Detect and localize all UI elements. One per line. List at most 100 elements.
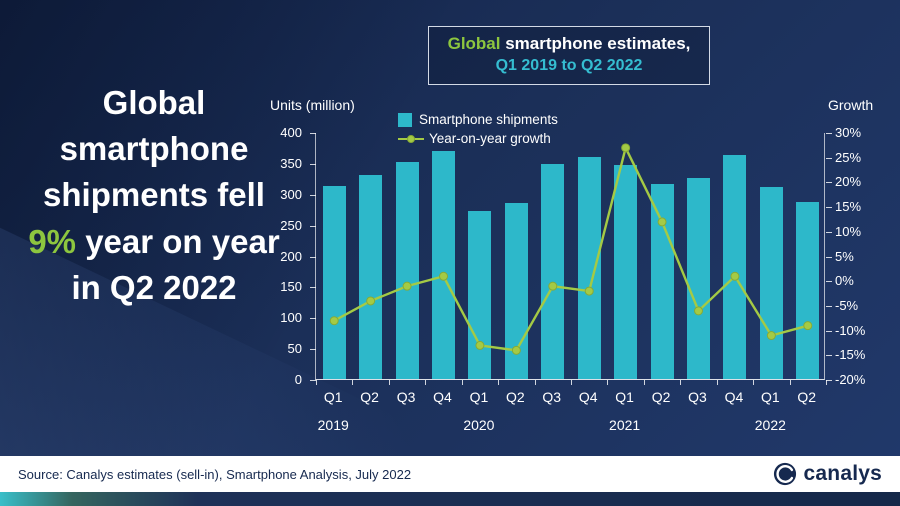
right-axis-tick	[826, 133, 832, 134]
legend-item-growth: Year-on-year growth	[398, 129, 558, 148]
left-axis-tick-label: 100	[280, 310, 302, 326]
right-axis-tick-label: 20%	[835, 174, 862, 190]
chart-legend: Smartphone shipments Year-on-year growth	[398, 110, 558, 148]
canalys-brand: canalys	[773, 462, 882, 486]
source-text: Source: Canalys estimates (sell-in), Sma…	[18, 466, 412, 482]
quarter-label: Q1	[761, 389, 780, 405]
right-axis-tick	[826, 157, 832, 159]
canalys-brand-name: canalys	[803, 462, 882, 485]
left-axis-tick	[310, 287, 316, 289]
chart-title-word-global: Global	[447, 34, 501, 53]
left-axis-tick-label: 350	[280, 155, 302, 171]
quarter-label: Q2	[506, 389, 525, 405]
chart-title-line2: Q1 2019 to Q2 2022	[495, 57, 643, 74]
bar-Q3-2	[395, 161, 419, 379]
bar-Q2-1	[359, 174, 383, 379]
quarter-label: Q1	[469, 389, 489, 405]
left-axis-tick	[310, 194, 316, 196]
left-axis-tick	[310, 256, 316, 258]
left-axis-tick	[310, 133, 316, 134]
right-axis-tick-label: 30%	[835, 125, 862, 140]
headline: Global smartphone shipments fell 9% year…	[28, 80, 280, 311]
x-axis-tick	[498, 380, 500, 385]
x-axis-tick	[789, 380, 791, 385]
right-axis-tick	[826, 355, 832, 357]
right-axis-tick-label: 10%	[835, 223, 862, 239]
legend-item-shipments: Smartphone shipments	[398, 110, 558, 129]
right-axis-tick	[826, 231, 832, 233]
right-axis-tick	[826, 330, 832, 332]
quarter-label: Q3	[688, 389, 707, 405]
x-axis-tick	[316, 380, 317, 385]
x-axis-tick	[388, 380, 390, 385]
right-axis-tick-label: 15%	[835, 199, 862, 215]
bar-Q2-9	[650, 183, 674, 379]
right-axis-tick	[826, 256, 832, 258]
bar-Q4-11	[723, 155, 747, 379]
quarter-label: Q3	[542, 389, 562, 405]
left-axis-tick-label: 50	[287, 341, 302, 357]
right-axis-title: Growth	[828, 97, 874, 113]
bar-swatch-icon	[398, 112, 412, 127]
right-axis-tick-label: -15%	[835, 347, 866, 363]
bottom-accent-strip	[0, 492, 900, 506]
chart-title-line1: Global smartphone estimates,	[439, 34, 699, 54]
year-label-2022: 2022	[754, 417, 786, 433]
quarter-label: Q4	[433, 389, 452, 405]
left-axis-tick-label: 150	[280, 279, 302, 295]
quarter-labels: Q1 Q2 Q3 Q4 Q1 Q2 Q3 Q4 Q1 Q2 Q3 Q4 Q1 Q2	[315, 389, 825, 409]
bar-Q4-3	[432, 151, 455, 379]
headline-highlight: 9%	[28, 222, 77, 260]
bar-Q4-7	[577, 157, 601, 379]
legend-label-shipments: Smartphone shipments	[419, 112, 558, 127]
right-axis-tick-label: 0%	[835, 273, 854, 289]
left-axis-tick	[310, 225, 316, 227]
x-axis-tick	[826, 380, 827, 385]
right-axis-tick-label: 5%	[835, 248, 854, 264]
x-axis-tick	[753, 380, 755, 385]
bar-Q1-8	[614, 164, 638, 379]
right-axis-tick	[826, 305, 832, 307]
x-axis-tick	[425, 380, 427, 385]
quarter-label: Q1	[323, 389, 343, 405]
x-axis-tick	[643, 380, 645, 385]
right-axis-tick-label: -10%	[835, 322, 866, 338]
quarter-label: Q3	[396, 389, 416, 405]
source-bar: Source: Canalys estimates (sell-in), Sma…	[0, 456, 900, 492]
chart-title-line1-rest: smartphone estimates,	[500, 34, 691, 53]
legend-label-growth: Year-on-year growth	[429, 131, 551, 146]
right-axis-tick-label: -20%	[835, 372, 866, 387]
left-axis-tick	[310, 318, 316, 320]
quarter-label: Q2	[360, 389, 379, 405]
left-axis-tick-label: 0	[294, 372, 302, 387]
headline-part2: year on year in Q2 2022	[71, 222, 280, 306]
quarter-label: Q4	[578, 389, 598, 405]
left-axis-labels: 400 350 300 250 200 150 100 50 0	[258, 125, 306, 387]
bar-Q2-13	[796, 201, 820, 379]
left-axis-title: Units (million)	[270, 97, 355, 113]
bar-Q2-5	[504, 203, 528, 379]
headline-part1: Global smartphone shipments fell	[43, 84, 265, 214]
left-axis-tick-label: 250	[280, 217, 302, 233]
chart-title-box: Global smartphone estimates, Q1 2019 to …	[428, 26, 710, 85]
right-axis-tick-label: 25%	[835, 149, 862, 165]
right-axis-labels: 30% 25% 20% 15% 10% 5% 0% -5% -10% -15% -20%	[833, 125, 881, 387]
right-axis-tick	[826, 281, 832, 283]
left-axis-tick-label: 300	[280, 186, 302, 202]
x-axis-tick	[716, 380, 718, 385]
right-axis-tick	[826, 207, 832, 209]
quarter-label: Q2	[797, 389, 817, 405]
year-label-2020: 2020	[463, 417, 495, 433]
right-axis-tick	[826, 182, 832, 184]
right-axis-tick-label: -5%	[835, 297, 859, 313]
bar-Q1-4	[468, 211, 492, 379]
bar-Q3-10	[687, 178, 710, 379]
right-axis-tick	[826, 380, 832, 381]
plot-area	[310, 133, 832, 385]
year-labels: 2019 2020 2021 2022	[315, 417, 825, 437]
year-label-2019: 2019	[317, 417, 349, 433]
left-axis-tick	[310, 163, 316, 165]
left-axis-tick-label: 400	[280, 125, 302, 140]
canalys-logo-icon	[773, 462, 796, 486]
x-axis-tick	[534, 380, 536, 385]
